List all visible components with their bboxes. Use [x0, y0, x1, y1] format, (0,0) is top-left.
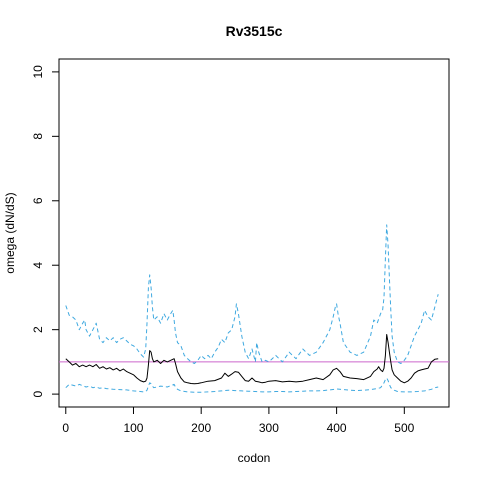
x-tick-label: 200 [191, 421, 211, 435]
plot-frame [58, 58, 450, 408]
x-axis-label: codon [238, 451, 271, 465]
y-tick-label: 4 [31, 262, 45, 269]
x-tick-label: 400 [327, 421, 347, 435]
plot-area [59, 224, 449, 393]
x-tick-label: 0 [62, 421, 69, 435]
x-tick-label: 100 [123, 421, 143, 435]
upper-series-line [65, 224, 439, 364]
y-tick-label: 0 [31, 390, 45, 397]
y-axis-label: omega (dN/dS) [3, 192, 17, 273]
y-tick-label: 2 [31, 326, 45, 333]
y-tick-label: 10 [31, 65, 45, 79]
y-tick-label: 8 [31, 133, 45, 140]
x-tick-label: 500 [394, 421, 414, 435]
x-axis: 0 100 200 300 400 500 [62, 406, 415, 435]
lower-series-line [65, 377, 439, 393]
omega-series-line [65, 334, 439, 385]
chart-title: Rv3515c [226, 23, 283, 39]
y-axis: 0 2 4 6 8 10 [31, 65, 60, 397]
y-tick-label: 6 [31, 197, 45, 204]
x-tick-label: 300 [259, 421, 279, 435]
